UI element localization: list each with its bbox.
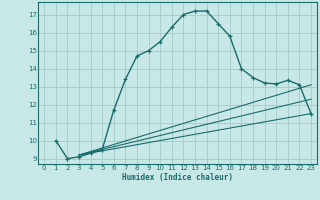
X-axis label: Humidex (Indice chaleur): Humidex (Indice chaleur): [122, 173, 233, 182]
